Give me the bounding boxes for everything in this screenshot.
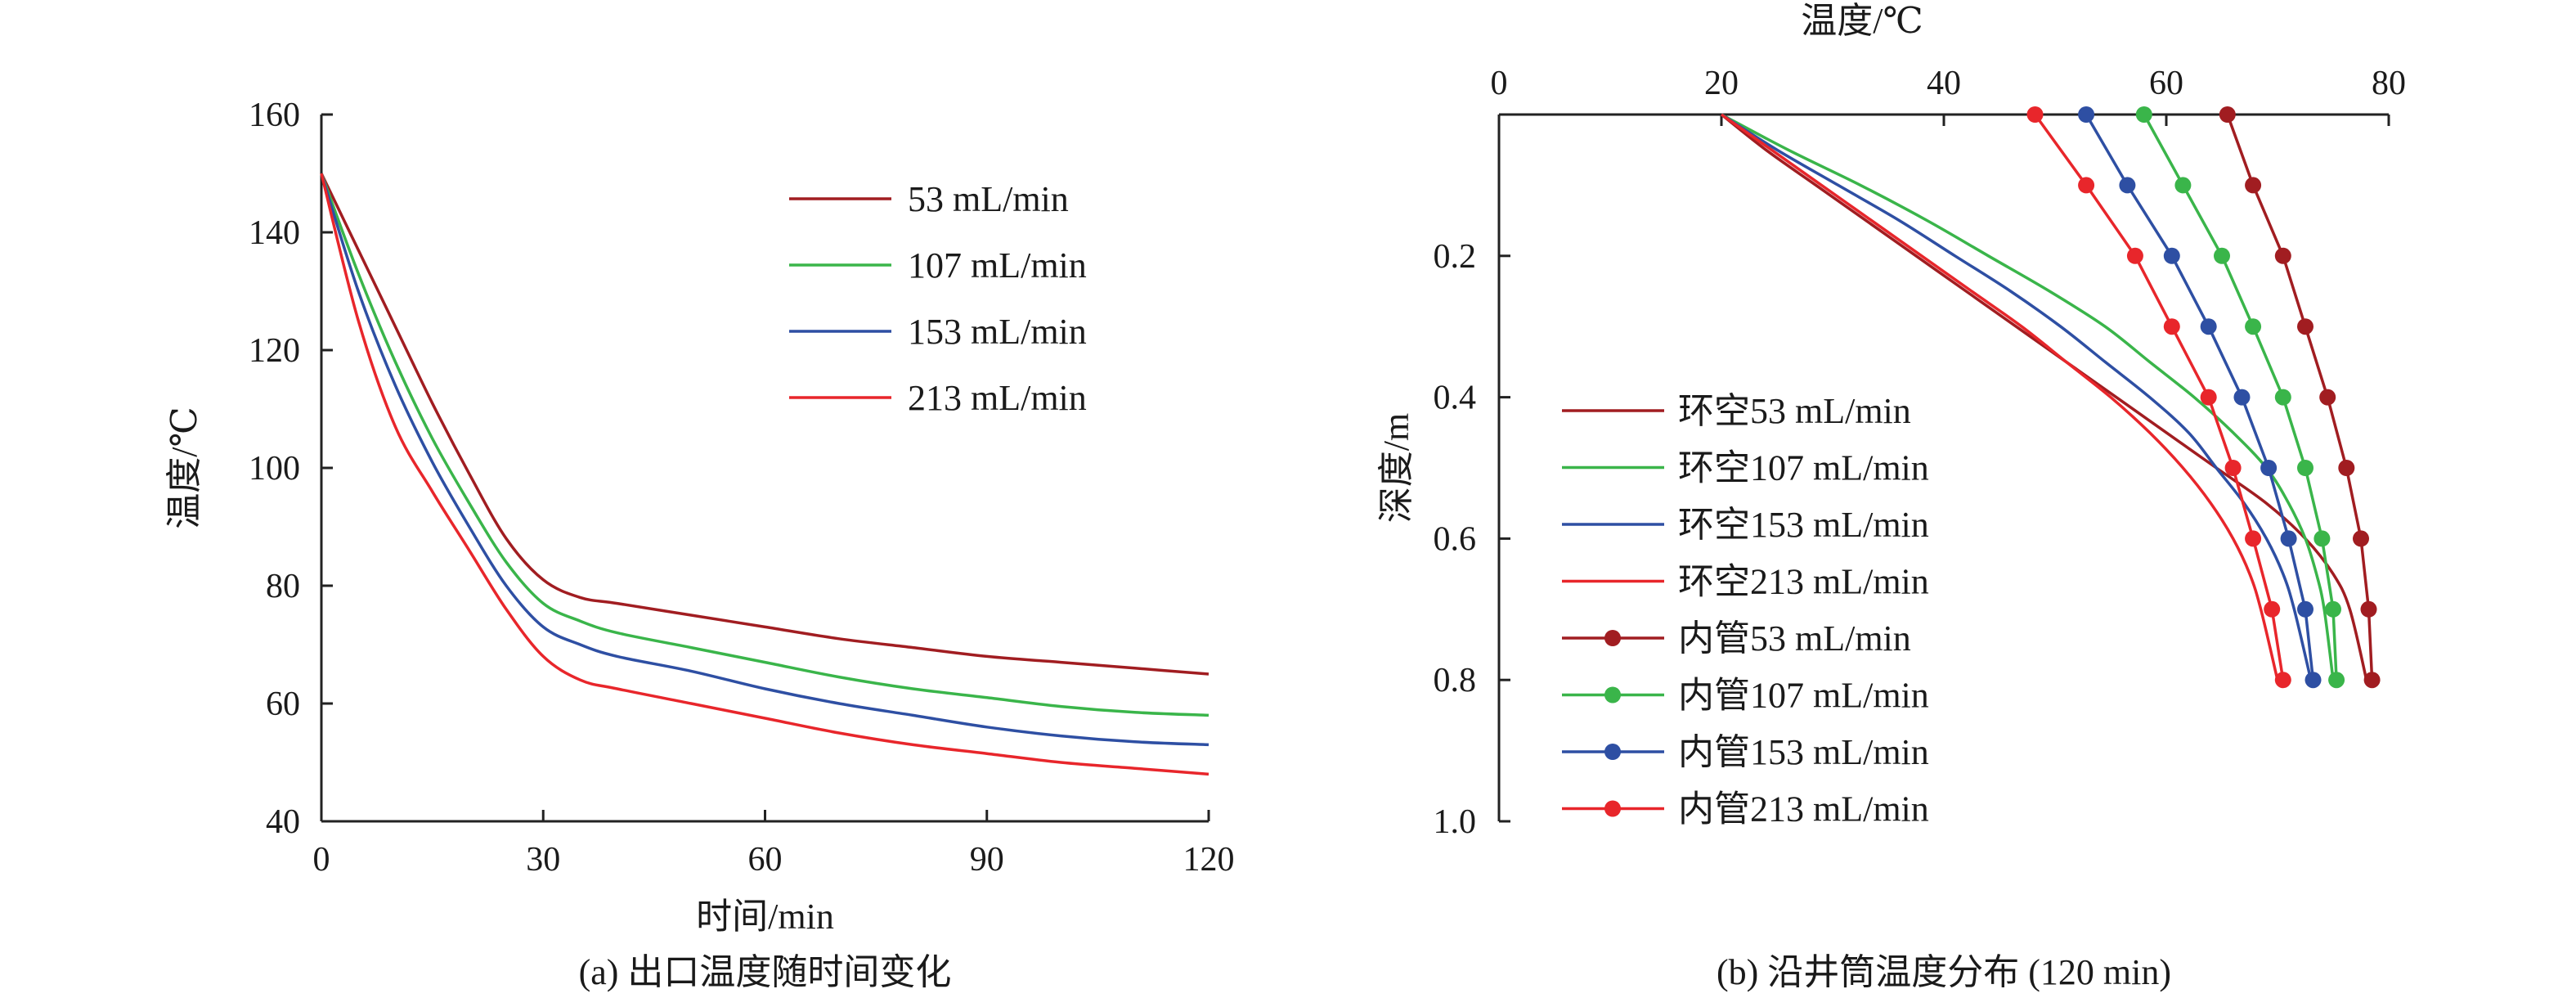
x-tick-label: 20: [1704, 65, 1739, 102]
series-marker-7: [2304, 672, 2322, 689]
legend-label: 环空53 mL/min: [1678, 391, 1911, 431]
y-tick-label: 160: [249, 97, 300, 134]
y-tick-label: 80: [266, 568, 300, 605]
legend-label: 107 mL/min: [908, 245, 1087, 285]
x-tick-label: 40: [1927, 65, 1961, 102]
series-marker-5: [2245, 177, 2262, 194]
legend-label: 环空213 mL/min: [1678, 562, 1929, 602]
x-tick-label: 60: [2149, 65, 2183, 102]
series-marker-7: [2119, 177, 2136, 194]
panel-a-caption: (a) 出口温度随时间变化: [579, 952, 952, 992]
y-tick-label: 140: [249, 214, 300, 252]
y-axis-label: 深度/m: [1376, 413, 1416, 523]
legend-marker: [1604, 630, 1621, 646]
panel-a-exit-temperature-vs-time: 0 30 60 90 120 40 60 80 100 120 140 160 时间/min 温度/℃ (a…: [164, 97, 1235, 992]
series-marker-7: [2280, 530, 2297, 547]
series-marker-5: [2363, 672, 2381, 689]
series-line-3: [1721, 113, 2313, 681]
legend-label: 内管213 mL/min: [1678, 789, 1929, 829]
legend-label: 内管153 mL/min: [1678, 732, 1929, 772]
series-marker-6: [2328, 672, 2345, 689]
series-marker-6: [2313, 530, 2331, 547]
x-tick-label: 90: [970, 841, 1004, 879]
series-marker-7: [2078, 106, 2095, 123]
series-marker-7: [2200, 318, 2217, 335]
y-axis-label: 温度/℃: [164, 407, 204, 528]
y-tick-label: 60: [266, 686, 300, 723]
series-marker-5: [2338, 460, 2355, 476]
series-marker-6: [2245, 318, 2262, 335]
y-tick-label: 0.4: [1434, 380, 1477, 417]
legend-label: 内管53 mL/min: [1678, 618, 1911, 659]
series-line-4: [1720, 113, 2279, 681]
series-line-1: [320, 173, 1209, 676]
series-marker-5: [2274, 247, 2291, 264]
series-marker-8: [2200, 389, 2217, 406]
series-marker-8: [2163, 318, 2180, 335]
x-tick-label: 80: [2372, 65, 2406, 102]
series-marker-5: [2297, 318, 2313, 335]
series-marker-6: [2297, 460, 2313, 476]
panel-b-caption: (b) 沿井筒温度分布 (120 min): [1717, 952, 2171, 992]
legend-label: 环空153 mL/min: [1678, 505, 1929, 545]
x-axis-label: 温度/℃: [1801, 1, 1923, 41]
series-line-4: [320, 173, 1209, 776]
series-marker-7: [2163, 247, 2180, 264]
x-tick-label: 30: [526, 841, 560, 879]
series-marker-5: [2319, 389, 2336, 406]
series-line-2: [320, 173, 1209, 717]
x-tick-label: 60: [748, 841, 783, 879]
panel-b-wellbore-temperature-profile: 0 20 40 60 80 0.2 0.4 0.6 0.8 1.0 温度/℃ 深度/m (b) 沿井筒温…: [1376, 1, 2406, 992]
series-marker-6: [2274, 389, 2291, 406]
y-tick-label: 0.8: [1434, 662, 1477, 699]
y-tick-label: 0.2: [1434, 238, 1477, 276]
legend-label: 53 mL/min: [908, 179, 1069, 219]
series-marker-8: [2026, 106, 2044, 123]
series-marker-8: [2126, 247, 2143, 264]
series-marker-6: [2214, 247, 2230, 264]
y-tick-label: 0.6: [1434, 520, 1477, 558]
series-line-3: [320, 173, 1209, 747]
x-tick-label: 120: [1183, 841, 1235, 879]
series-marker-7: [2233, 389, 2251, 406]
series-marker-6: [2135, 106, 2152, 123]
series-marker-5: [2219, 106, 2236, 123]
series-line-2: [1721, 113, 2335, 681]
y-tick-label: 100: [249, 450, 300, 488]
legend-marker: [1604, 800, 1621, 817]
series-marker-8: [2224, 460, 2242, 476]
x-axis-label: 时间/min: [696, 897, 834, 937]
series-marker-8: [2245, 530, 2262, 547]
y-tick-label: 120: [249, 332, 300, 370]
series-marker-6: [2174, 177, 2192, 194]
legend-label: 213 mL/min: [908, 378, 1087, 418]
y-tick-label: 40: [266, 803, 300, 841]
series-marker-5: [2360, 600, 2377, 618]
series-marker-6: [2325, 600, 2341, 618]
series-marker-8: [2078, 177, 2095, 194]
series-marker-8: [2264, 600, 2281, 618]
x-tick-label: 0: [313, 841, 330, 879]
legend-label: 内管107 mL/min: [1678, 676, 1929, 716]
series-marker-7: [2297, 600, 2313, 618]
x-tick-label: 0: [1491, 65, 1508, 102]
legend-marker: [1604, 744, 1621, 760]
legend-label: 环空107 mL/min: [1678, 448, 1929, 488]
series-marker-7: [2260, 460, 2278, 476]
legend-marker: [1604, 686, 1621, 704]
y-tick-label: 1.0: [1434, 803, 1477, 841]
series-marker-5: [2353, 530, 2369, 547]
series-marker-8: [2274, 672, 2291, 689]
legend-label: 153 mL/min: [908, 312, 1087, 352]
